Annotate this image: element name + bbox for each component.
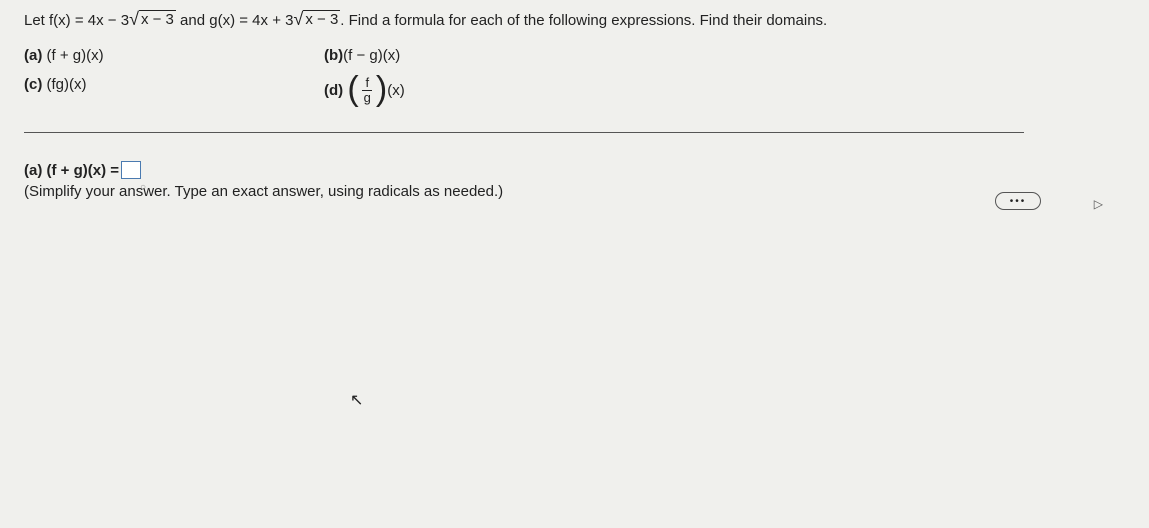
sqrt-1: √x − 3: [129, 10, 176, 29]
item-d-label: (d): [324, 82, 343, 99]
item-row-1: (a) (f + g)(x) (b) (f − g)(x): [24, 47, 1125, 64]
answer-input[interactable]: [121, 161, 141, 179]
more-pill-button[interactable]: •••: [995, 192, 1041, 210]
item-d: (d) ( f g ) (x): [324, 76, 405, 107]
item-a-expr: (f + g)(x): [42, 47, 103, 64]
item-b: (b) (f − g)(x): [324, 47, 400, 64]
problem-statement: Let f(x) = 4x − 3√x − 3 and g(x) = 4x + …: [24, 10, 1125, 33]
answer-label: (a) (f + g)(x) =: [24, 162, 119, 179]
problem-prefix: Let f(x) = 4x − 3: [24, 12, 129, 29]
section-divider: [24, 132, 1024, 133]
more-pill-label: •••: [1010, 196, 1027, 207]
arrow-right-icon: ▷: [1094, 197, 1103, 211]
fraction-f-over-g: f g: [361, 76, 374, 106]
cursor-icon: ↖: [350, 390, 363, 410]
item-c-expr: (fg)(x): [42, 76, 86, 93]
item-a: (a) (f + g)(x): [24, 47, 324, 64]
fraction-den: g: [361, 91, 374, 105]
fraction-num: f: [362, 76, 372, 91]
fraction-paren: ( f g ): [347, 76, 387, 107]
item-b-label: (b): [324, 47, 343, 64]
problem-suffix: . Find a formula for each of the followi…: [340, 12, 827, 29]
left-paren: (: [347, 74, 358, 105]
answer-line: (a) (f + g)(x) =: [24, 161, 1125, 179]
right-paren: ): [376, 74, 387, 105]
item-b-expr: (f − g)(x): [343, 47, 400, 64]
item-c: (c) (fg)(x): [24, 76, 324, 107]
dot-icon: ○: [140, 182, 146, 193]
item-row-2: (c) (fg)(x) (d) ( f g ) (x): [24, 76, 1125, 107]
item-d-tail: (x): [387, 82, 405, 99]
sqrt-2: √x − 3: [293, 10, 340, 29]
problem-middle: and g(x) = 4x + 3: [176, 12, 294, 29]
answer-hint: (Simplify your answer. Type an exact ans…: [24, 183, 1125, 200]
item-c-label: (c): [24, 76, 42, 93]
item-a-label: (a): [24, 47, 42, 64]
